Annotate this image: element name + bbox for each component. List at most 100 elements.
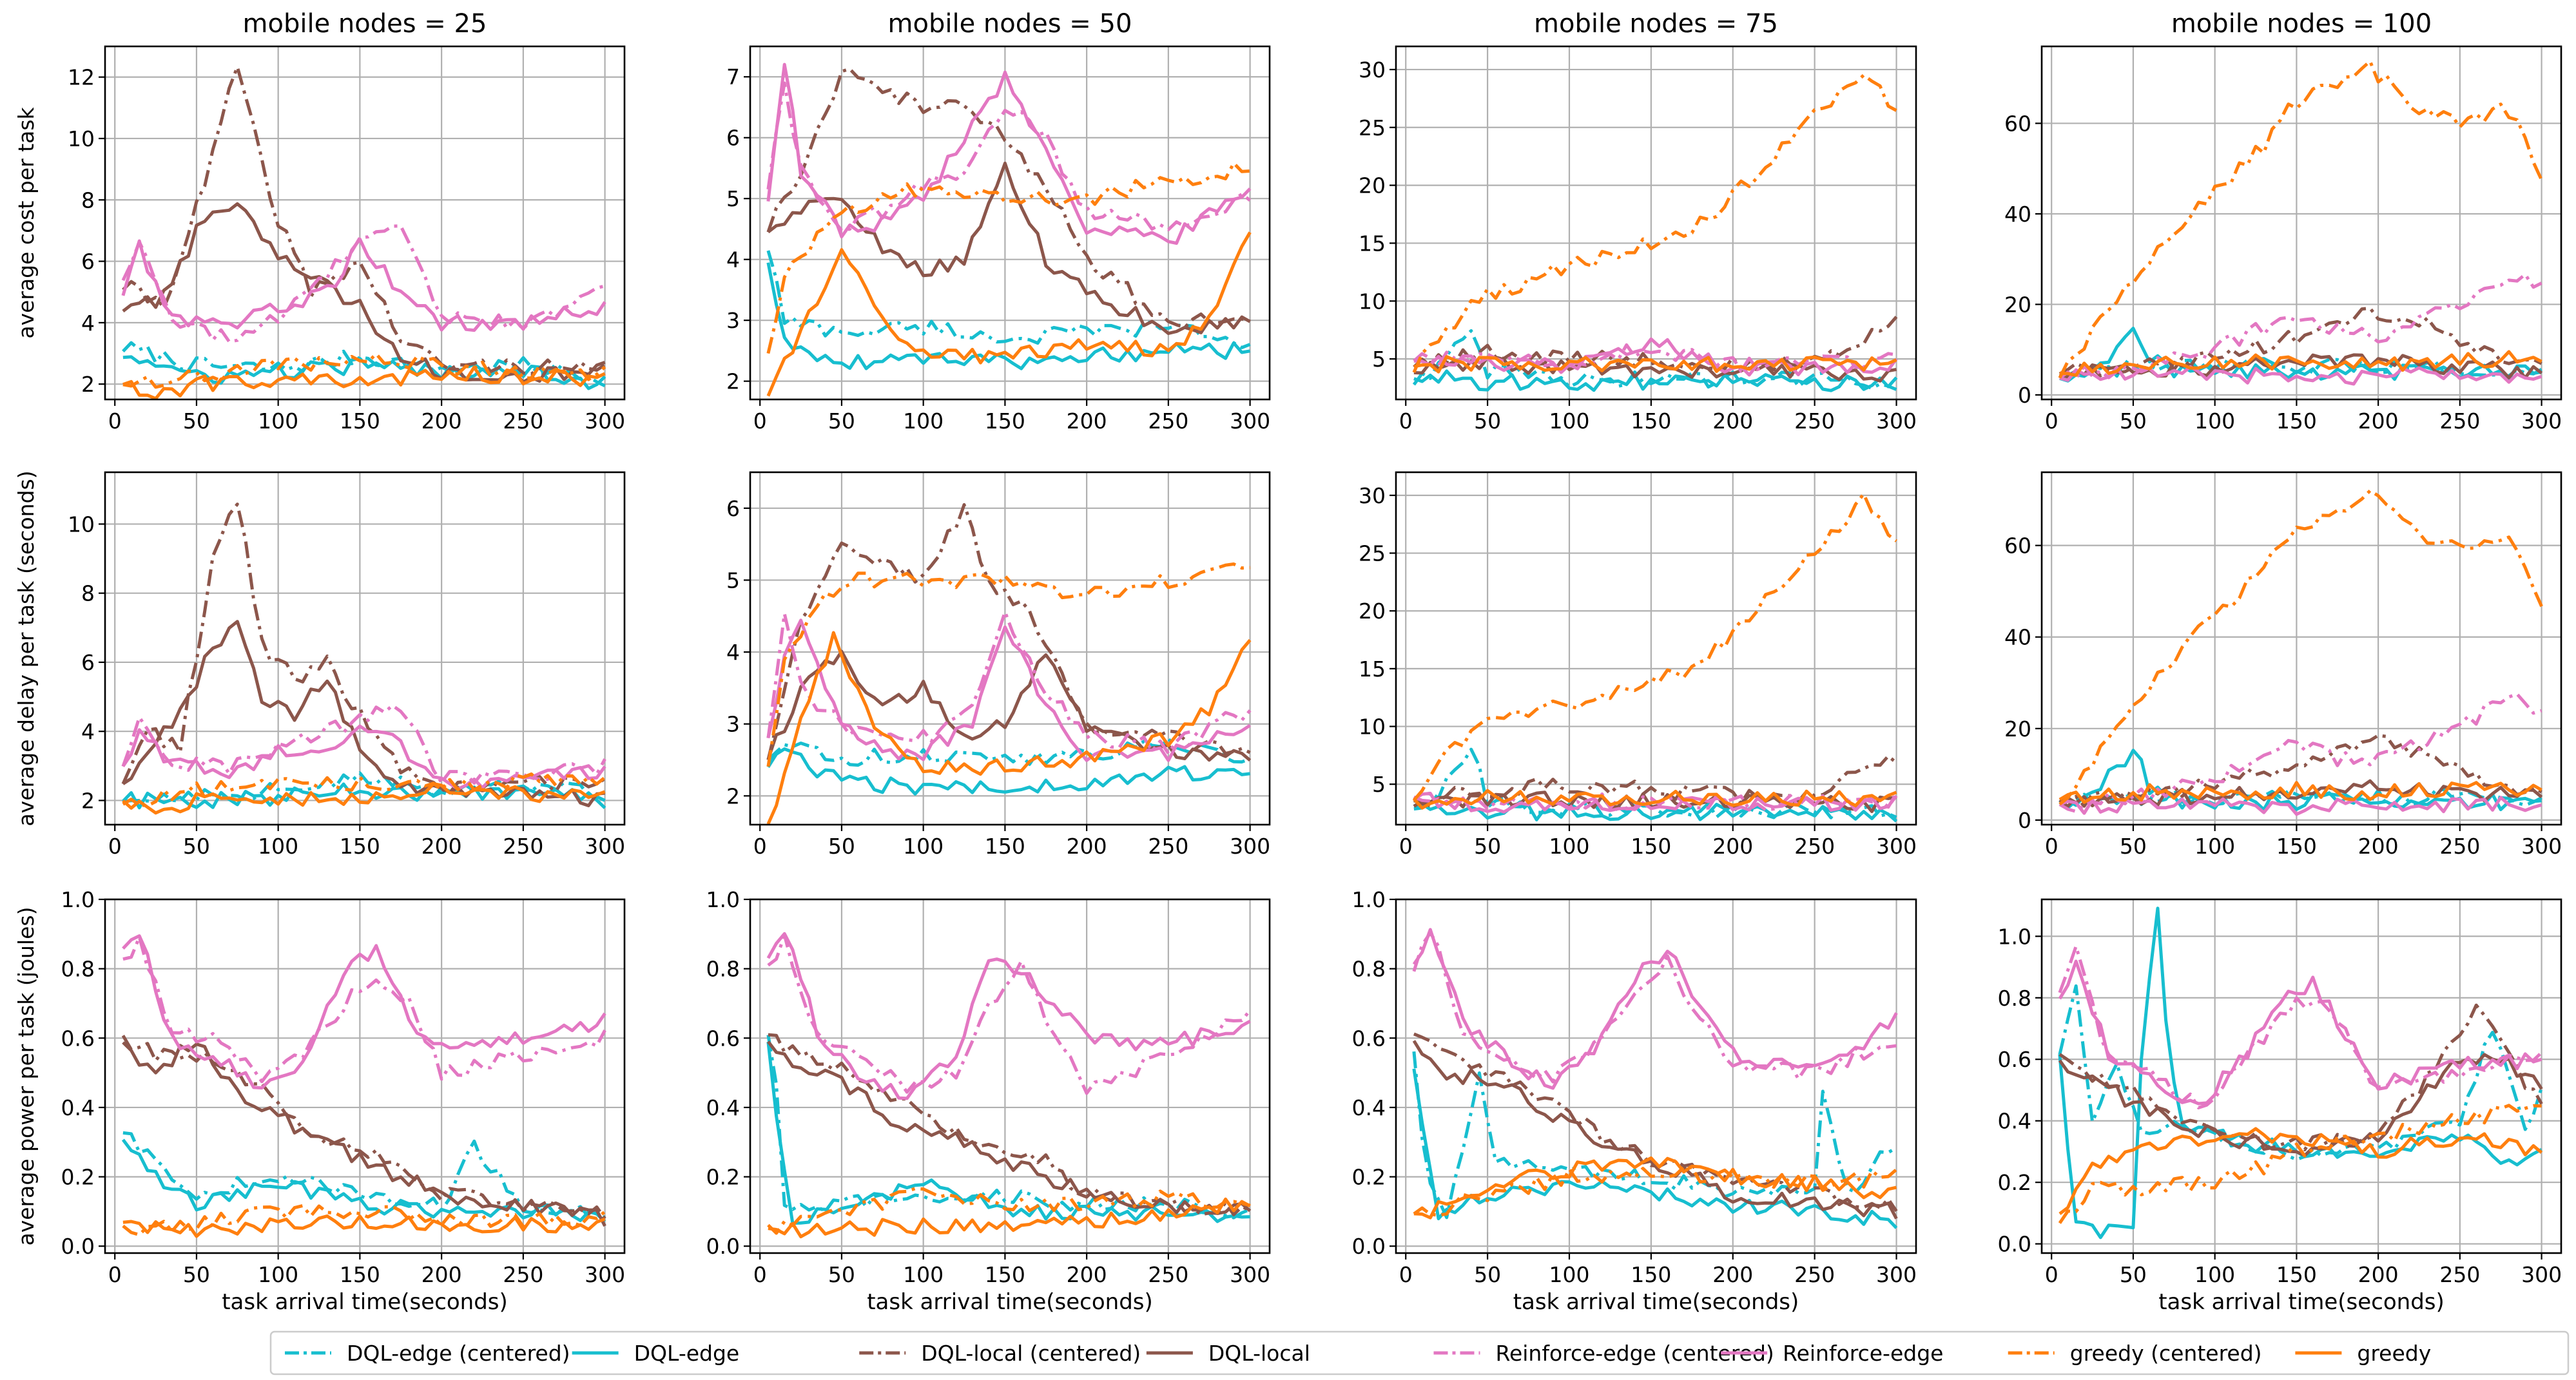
- x-tick-label: 300: [1230, 408, 1270, 434]
- y-tick-label: 0.2: [61, 1165, 95, 1190]
- series-line-greedy-centered: [122, 352, 606, 389]
- series-line-dql-edge-centered: [122, 771, 606, 803]
- x-tick-label: 50: [1474, 834, 1501, 859]
- x-tick-label: 300: [2521, 1262, 2562, 1287]
- x-tick-label: 250: [2439, 834, 2480, 859]
- y-tick-label: 0.6: [61, 1026, 95, 1051]
- axes-frame: [1395, 471, 1917, 826]
- x-tick-label: 200: [1712, 1262, 1753, 1287]
- panel-r0-c2: 0 50 100 150 200 250 300 5 10 15 20 25 30 mobile node…: [1359, 9, 1917, 434]
- series-line-dql-edge: [121, 1138, 606, 1223]
- series-line-dql-edge-centered: [2058, 984, 2543, 1162]
- panel-r2-c1: 0 50 100 150 200 250 300 0.0 0.2 0.4 0.6 0.8 1.0 task…: [706, 887, 1271, 1315]
- series-line-greedy-centered: [1412, 73, 1897, 373]
- legend-label: DQL-edge: [634, 1341, 740, 1366]
- series-line-dql-local-centered: [768, 1033, 1251, 1216]
- series-line-dql-local-centered: [121, 1035, 606, 1220]
- y-tick-label: 15: [1359, 656, 1386, 682]
- series-line-reinforce-edge-centered: [766, 81, 1252, 232]
- x-tick-label: 300: [2521, 834, 2562, 859]
- series-group: [766, 503, 1252, 825]
- x-tick-label: 150: [1631, 1262, 1671, 1287]
- legend-item: Reinforce-edge: [1721, 1341, 1943, 1366]
- x-tick-label: 150: [2276, 834, 2317, 859]
- x-tick-label: 100: [1549, 834, 1590, 859]
- x-tick-label: 300: [585, 1262, 625, 1287]
- series-line-reinforce-edge-centered: [1412, 931, 1897, 1084]
- series-group: [1412, 928, 1898, 1229]
- panel-r2-c3: 0 50 100 150 200 250 300 0.0 0.2 0.4 0.6 0.8 1.0 task…: [1998, 898, 2562, 1315]
- y-tick-label: 0.2: [706, 1165, 740, 1190]
- x-tick-label: 250: [1148, 834, 1188, 859]
- x-tick-label: 300: [585, 408, 625, 434]
- series-line-greedy-centered: [2058, 1104, 2542, 1224]
- x-tick-label: 200: [421, 1262, 462, 1287]
- series-line-greedy: [766, 631, 1252, 825]
- x-tick-label: 0: [108, 834, 122, 859]
- panel-title: mobile nodes = 25: [243, 9, 487, 39]
- x-axis-label: task arrival time(seconds): [222, 1289, 508, 1315]
- series-line-dql-edge: [766, 262, 1251, 370]
- series-line-greedy: [2058, 1127, 2543, 1215]
- x-tick-label: 200: [1712, 408, 1753, 434]
- y-tick-label: 4: [81, 311, 95, 336]
- legend-item: DQL-local: [1146, 1341, 1310, 1366]
- legend-label: Reinforce-edge: [1783, 1341, 1943, 1366]
- legend-label: greedy (centered): [2070, 1341, 2262, 1366]
- x-tick-label: 50: [828, 834, 855, 859]
- legend-box: [269, 1330, 2570, 1375]
- x-tick-label: 50: [828, 1262, 855, 1287]
- y-tick-label: 5: [726, 186, 740, 211]
- y-tick-label: 3: [726, 308, 740, 333]
- grid: [2042, 472, 2561, 825]
- series-line-reinforce-edge-centered: [766, 610, 1252, 755]
- grid: [105, 472, 625, 825]
- x-tick-label: 0: [753, 834, 767, 859]
- y-axis-label: average delay per task (seconds): [14, 470, 39, 826]
- x-tick-label: 100: [903, 408, 944, 434]
- series-group: [1412, 73, 1898, 392]
- x-tick-label: 0: [1399, 1262, 1413, 1287]
- panel-r0-c0: 0 50 100 150 200 250 300 2 4 6 8 10 12 mobile nodes =…: [14, 9, 626, 434]
- y-tick-label: 8: [81, 581, 95, 606]
- x-tick-label: 300: [585, 834, 625, 859]
- series-line-dql-local-centered: [121, 503, 606, 795]
- series-group: [2058, 906, 2543, 1240]
- y-tick-label: 5: [726, 568, 740, 593]
- x-tick-label: 300: [1230, 834, 1270, 859]
- legend-item: DQL-edge: [572, 1341, 740, 1366]
- series-line-reinforce-edge-centered: [2058, 692, 2542, 813]
- y-tick-label: 0.0: [1998, 1232, 2031, 1257]
- axes-frame: [2040, 898, 2562, 1254]
- y-tick-label: 0.4: [61, 1095, 95, 1120]
- x-tick-label: 150: [1631, 408, 1671, 434]
- series-line-dql-local-centered: [2058, 734, 2542, 809]
- series-group: [2058, 489, 2543, 816]
- series-line-greedy-centered: [1412, 492, 1898, 801]
- x-tick-label: 250: [1794, 408, 1835, 434]
- x-tick-label: 200: [2358, 1262, 2399, 1287]
- y-tick-label: 2: [81, 788, 95, 813]
- grid: [105, 898, 625, 1253]
- series-line-dql-local: [1412, 1040, 1898, 1220]
- series-group: [1412, 492, 1898, 823]
- y-tick-label: 40: [2004, 202, 2031, 227]
- y-tick-label: 20: [1359, 599, 1386, 624]
- y-tick-label: 10: [68, 126, 95, 151]
- series-line-reinforce-edge: [2058, 959, 2542, 1106]
- axes-frame: [749, 45, 1271, 401]
- x-tick-label: 300: [2521, 408, 2562, 434]
- legend-label: DQL-local (centered): [921, 1341, 1141, 1366]
- x-tick-label: 250: [1794, 1262, 1835, 1287]
- series-line-greedy-centered: [1413, 1165, 1898, 1217]
- y-tick-label: 0.6: [1998, 1047, 2031, 1072]
- series-line-reinforce-edge-centered: [121, 224, 606, 343]
- y-tick-label: 60: [2004, 111, 2031, 136]
- series-line-greedy: [1413, 355, 1897, 374]
- series-line-dql-edge: [1413, 802, 1898, 823]
- x-tick-label: 250: [503, 834, 543, 859]
- y-tick-label: 30: [1359, 483, 1386, 508]
- y-tick-label: 0.2: [1998, 1170, 2031, 1195]
- panel-r0-c1: 0 50 100 150 200 250 300 2 3 4 5 6 7 mobile nodes = 5…: [726, 9, 1271, 434]
